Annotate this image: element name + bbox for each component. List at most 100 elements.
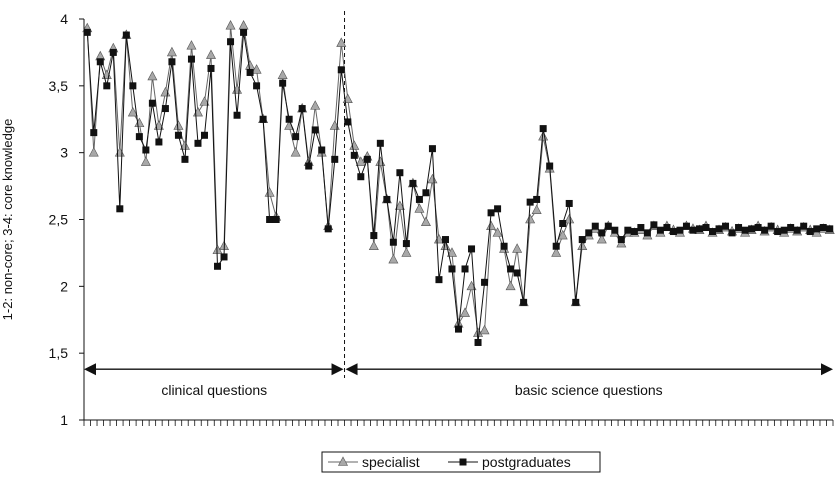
data-point-postgraduates xyxy=(813,225,821,233)
data-point-postgraduates xyxy=(526,198,534,206)
data-point-specialist xyxy=(564,213,575,224)
data-point-postgraduates xyxy=(787,224,795,232)
data-point-specialist xyxy=(140,156,151,166)
data-point-postgraduates xyxy=(194,139,202,147)
clinical-questions-label: clinical questions xyxy=(161,382,267,398)
data-point-postgraduates xyxy=(806,228,814,236)
data-point-specialist xyxy=(199,96,210,106)
data-point-specialist xyxy=(531,204,542,214)
data-point-postgraduates xyxy=(604,222,612,230)
legend-label: postgraduates xyxy=(482,454,571,470)
data-point-postgraduates xyxy=(415,195,423,203)
data-point-postgraduates xyxy=(148,99,156,107)
data-point-postgraduates xyxy=(487,209,495,217)
data-point-specialist xyxy=(238,20,249,30)
data-point-postgraduates xyxy=(233,111,241,119)
data-point-postgraduates xyxy=(200,131,208,139)
y-axis-label: 1-2: non-core; 3-4: core knowledge xyxy=(0,119,15,321)
data-point-postgraduates xyxy=(311,126,319,134)
data-point-postgraduates xyxy=(494,205,502,213)
data-point-postgraduates xyxy=(826,225,834,233)
data-point-postgraduates xyxy=(474,338,482,346)
data-point-postgraduates xyxy=(389,238,397,246)
data-point-postgraduates xyxy=(735,224,743,232)
data-point-postgraduates xyxy=(83,28,91,36)
data-point-postgraduates xyxy=(533,195,541,203)
data-point-postgraduates xyxy=(240,28,248,36)
series-line-postgraduates xyxy=(86,32,830,343)
data-point-postgraduates xyxy=(754,224,762,232)
data-point-postgraduates xyxy=(331,155,339,163)
data-point-specialist xyxy=(127,106,138,117)
data-point-postgraduates xyxy=(481,278,489,286)
data-point-postgraduates xyxy=(650,221,658,229)
data-point-postgraduates xyxy=(663,224,671,232)
data-point-postgraduates xyxy=(572,298,580,306)
series-line-specialist xyxy=(86,25,830,334)
y-tick-label: 4 xyxy=(60,11,68,27)
data-point-postgraduates xyxy=(370,232,378,240)
data-point-specialist xyxy=(310,100,321,110)
data-point-postgraduates xyxy=(767,222,775,230)
series-postgraduates xyxy=(83,28,834,346)
data-point-postgraduates xyxy=(630,228,638,236)
data-point-postgraduates xyxy=(552,242,560,250)
data-point-postgraduates xyxy=(402,240,410,248)
data-point-specialist xyxy=(525,213,536,224)
legend-marker xyxy=(338,456,348,466)
legend-item-specialist: specialist xyxy=(328,454,420,470)
data-point-postgraduates xyxy=(174,131,182,139)
data-point-postgraduates xyxy=(507,265,515,273)
data-point-postgraduates xyxy=(468,245,476,253)
data-point-specialist xyxy=(173,120,184,130)
data-point-specialist xyxy=(206,49,217,59)
data-point-specialist xyxy=(414,203,425,213)
legend-label: specialist xyxy=(362,454,420,470)
y-tick-label: 2 xyxy=(60,278,68,294)
data-point-postgraduates xyxy=(520,298,528,306)
series-specialist xyxy=(82,20,835,337)
data-point-postgraduates xyxy=(337,66,345,74)
data-point-postgraduates xyxy=(643,229,651,237)
data-point-postgraduates xyxy=(559,220,567,228)
data-point-postgraduates xyxy=(155,138,163,146)
data-point-specialist xyxy=(375,156,386,166)
y-tick-label: 1 xyxy=(60,412,68,428)
legend-item-postgraduates: postgraduates xyxy=(448,454,571,470)
data-point-postgraduates xyxy=(435,276,443,284)
data-point-postgraduates xyxy=(682,222,690,230)
data-point-specialist xyxy=(460,307,471,317)
data-point-postgraduates xyxy=(539,125,547,133)
data-point-specialist xyxy=(394,200,405,210)
data-point-postgraduates xyxy=(461,265,469,273)
data-point-specialist xyxy=(427,173,438,184)
data-point-postgraduates xyxy=(383,195,391,203)
data-point-specialist xyxy=(251,64,262,74)
data-point-postgraduates xyxy=(800,222,808,230)
y-tick-label: 3 xyxy=(60,145,68,161)
data-point-postgraduates xyxy=(585,229,593,237)
data-point-specialist xyxy=(420,216,431,226)
data-point-postgraduates xyxy=(611,226,619,234)
data-point-postgraduates xyxy=(722,222,730,230)
series xyxy=(82,20,835,346)
data-point-postgraduates xyxy=(441,236,449,244)
data-point-specialist xyxy=(368,240,379,251)
data-point-postgraduates xyxy=(676,226,684,234)
data-point-specialist xyxy=(179,140,190,150)
data-point-postgraduates xyxy=(168,58,176,66)
data-point-postgraduates xyxy=(500,242,508,250)
data-point-postgraduates xyxy=(285,115,293,123)
data-point-postgraduates xyxy=(116,205,124,213)
axes: 1 1,5 2 2,5 3 3,5 4 1-2: non-core; 3-4: core kn… xyxy=(0,11,834,428)
data-point-postgraduates xyxy=(259,115,267,123)
data-point-postgraduates xyxy=(129,82,137,90)
legend: specialist postgraduates xyxy=(321,451,601,473)
data-point-postgraduates xyxy=(292,133,300,141)
data-point-postgraduates xyxy=(305,162,313,170)
data-point-specialist xyxy=(388,253,399,264)
data-point-specialist xyxy=(245,60,256,70)
data-point-postgraduates xyxy=(774,228,782,236)
